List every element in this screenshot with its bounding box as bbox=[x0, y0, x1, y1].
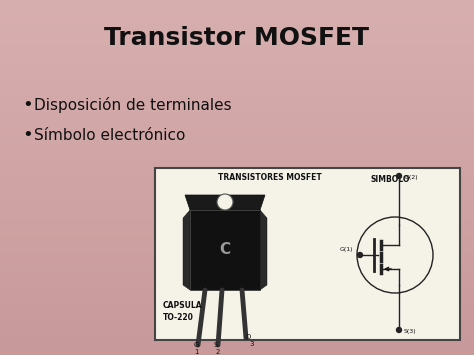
Text: •: • bbox=[22, 126, 33, 144]
Text: C: C bbox=[219, 242, 230, 257]
Text: •: • bbox=[22, 96, 33, 114]
Text: S: S bbox=[214, 342, 218, 348]
Text: TRANSISTORES MOSFET: TRANSISTORES MOSFET bbox=[218, 174, 322, 182]
Text: Símbolo electrónico: Símbolo electrónico bbox=[34, 127, 185, 142]
Bar bbox=[155, 168, 460, 340]
Circle shape bbox=[396, 328, 401, 333]
Text: 3: 3 bbox=[250, 341, 254, 347]
Text: D(2): D(2) bbox=[404, 175, 418, 180]
Text: G(1): G(1) bbox=[340, 246, 354, 251]
Polygon shape bbox=[183, 210, 190, 290]
Circle shape bbox=[357, 252, 363, 257]
Circle shape bbox=[217, 194, 233, 210]
Text: CAPSULA: CAPSULA bbox=[163, 300, 202, 310]
Text: SIMBOLO: SIMBOLO bbox=[370, 175, 410, 185]
Text: Transistor MOSFET: Transistor MOSFET bbox=[104, 26, 370, 50]
Circle shape bbox=[396, 174, 401, 179]
Polygon shape bbox=[260, 210, 267, 290]
Text: D: D bbox=[246, 334, 251, 340]
Text: 2: 2 bbox=[216, 349, 220, 355]
Polygon shape bbox=[185, 195, 265, 210]
Text: Disposición de terminales: Disposición de terminales bbox=[34, 97, 232, 113]
Text: S(3): S(3) bbox=[404, 329, 417, 334]
Bar bbox=[190, 210, 260, 290]
Circle shape bbox=[357, 217, 433, 293]
Text: G: G bbox=[193, 342, 199, 348]
Text: 1: 1 bbox=[194, 349, 198, 355]
Text: TO-220: TO-220 bbox=[163, 313, 194, 322]
